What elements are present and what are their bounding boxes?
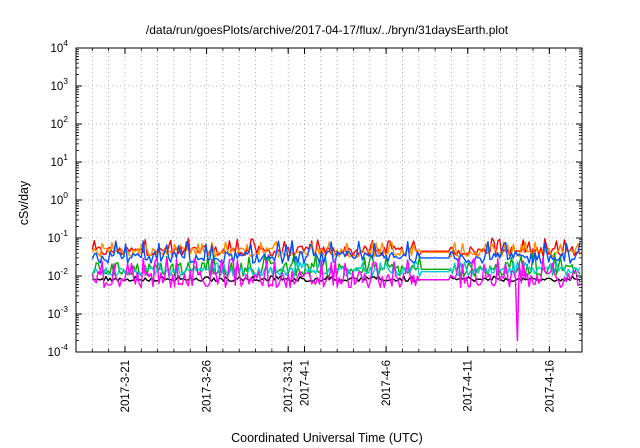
y-tick-label: 100 [50, 190, 68, 207]
y-tick-label: 10-1 [48, 228, 69, 245]
x-tick-label: 2017-3-31 [283, 360, 295, 412]
x-tick-label: 2017-3-21 [120, 360, 132, 412]
grid-lines [76, 48, 582, 352]
x-tick-label: 2017-4-1 [300, 360, 312, 406]
y-tick-labels: 10-4 10-3 10-2 10-1 100 101 102 103 104 [48, 38, 69, 359]
y-tick-label: 10-4 [48, 342, 69, 359]
x-tick-labels: 2017-3-21 2017-3-26 2017-3-31 2017-4-1 2017-… [120, 360, 556, 412]
chart-title: /data/run/goesPlots/archive/2017-04-17/f… [146, 23, 509, 37]
series-line-6 [91, 240, 581, 264]
y-tick-label: 104 [50, 38, 68, 55]
x-tick-label: 2017-4-6 [381, 360, 393, 406]
x-tick-label: 2017-4-16 [544, 360, 556, 412]
y-axis-label: cSv/day [17, 180, 31, 225]
series-line-7 [91, 257, 581, 342]
y-tick-label: 10-2 [48, 266, 69, 283]
y-tick-label: 102 [50, 114, 68, 131]
x-axis-label: Coordinated Universal Time (UTC) [231, 431, 423, 445]
x-tick-label: 2017-3-26 [202, 360, 214, 412]
axis-ticks [76, 47, 582, 353]
y-tick-label: 10-3 [48, 304, 69, 321]
y-tick-label: 103 [50, 76, 68, 93]
series-layer [91, 237, 581, 342]
y-tick-label: 101 [50, 152, 68, 169]
x-tick-label: 2017-4-11 [463, 360, 475, 412]
